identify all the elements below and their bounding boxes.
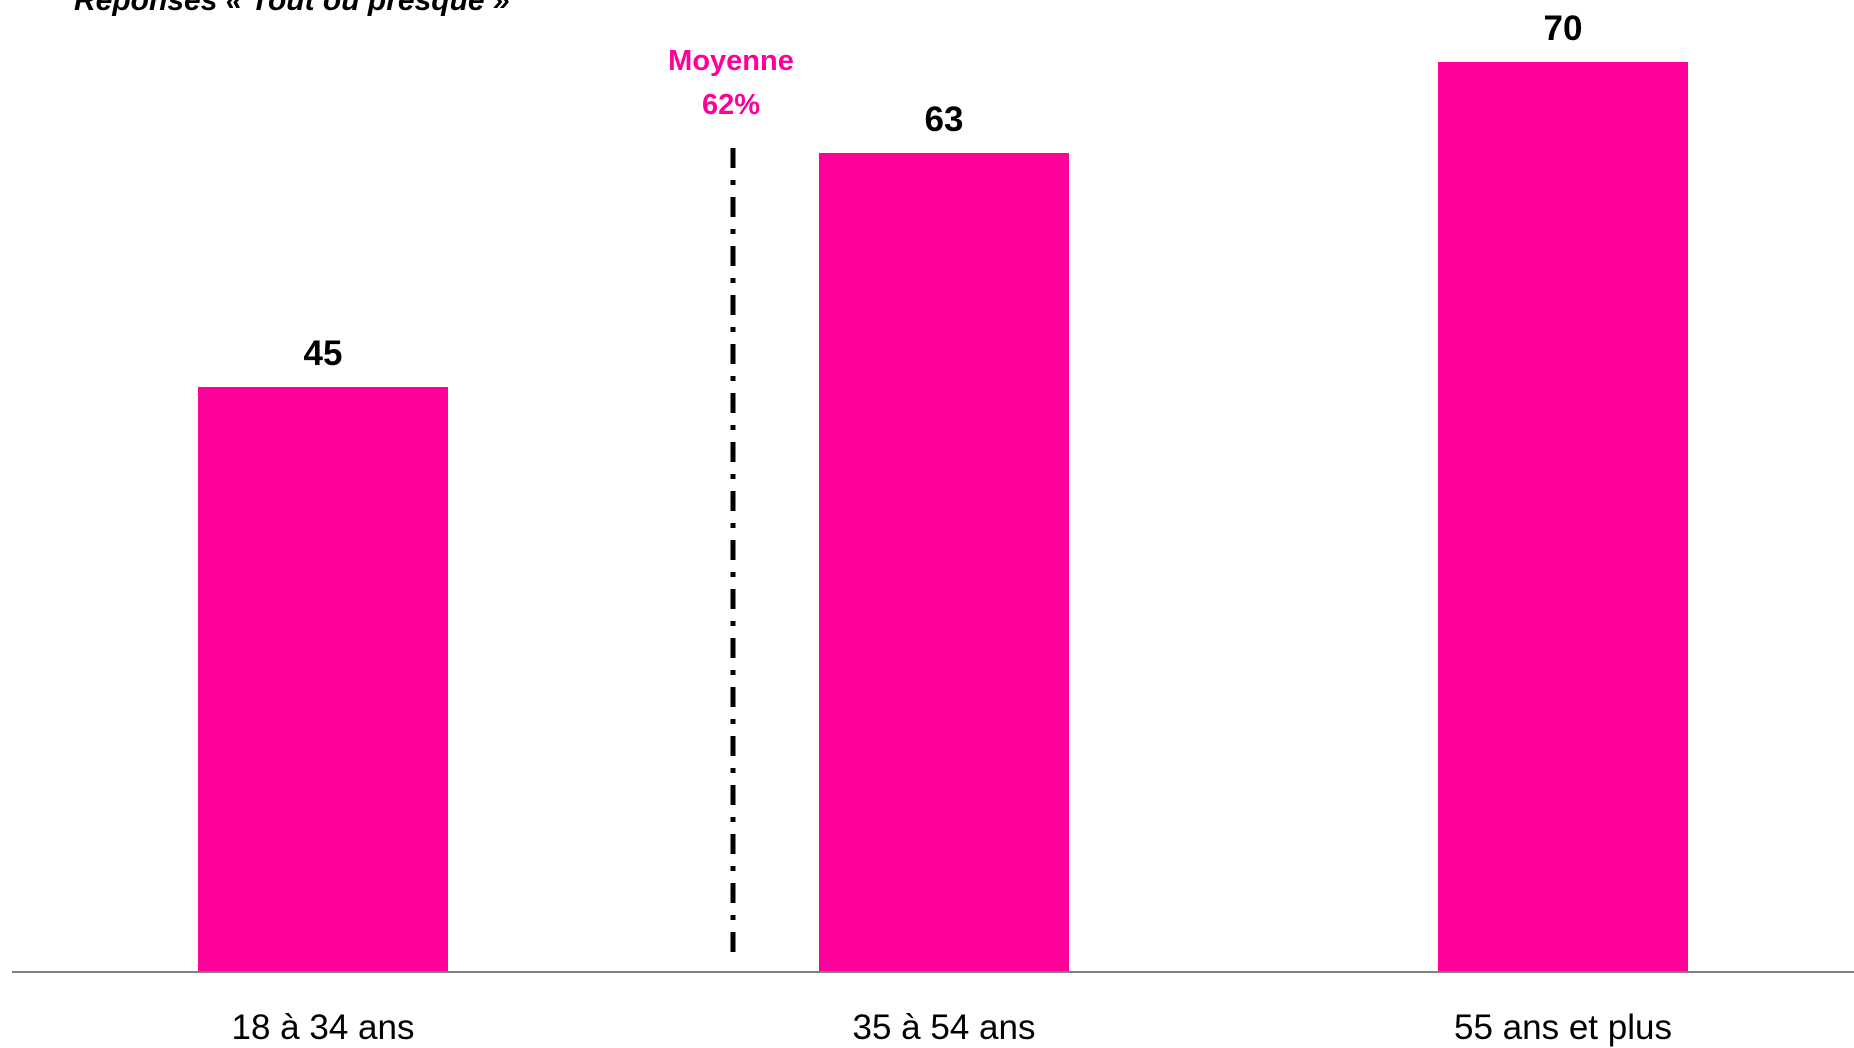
average-value-label: 62%	[702, 89, 760, 121]
data-label-2: 63	[925, 100, 964, 139]
chart-title: Réponses « Tout ou presque »	[74, 0, 510, 17]
bars-layer	[198, 62, 1688, 972]
x-tick-label-2: 35 à 54 ans	[853, 1008, 1036, 1047]
value-labels-layer: 45 63 70	[304, 9, 1583, 373]
bar-2	[819, 153, 1069, 972]
bar-1	[198, 387, 448, 972]
bar-3	[1438, 62, 1688, 972]
x-tick-labels-layer: 18 à 34 ans 35 à 54 ans 55 ans et plus	[232, 1008, 1672, 1047]
data-label-1: 45	[304, 334, 343, 373]
average-label: Moyenne	[668, 45, 794, 77]
x-tick-label-3: 55 ans et plus	[1454, 1008, 1672, 1047]
data-label-3: 70	[1544, 9, 1583, 48]
x-tick-label-1: 18 à 34 ans	[232, 1008, 415, 1047]
